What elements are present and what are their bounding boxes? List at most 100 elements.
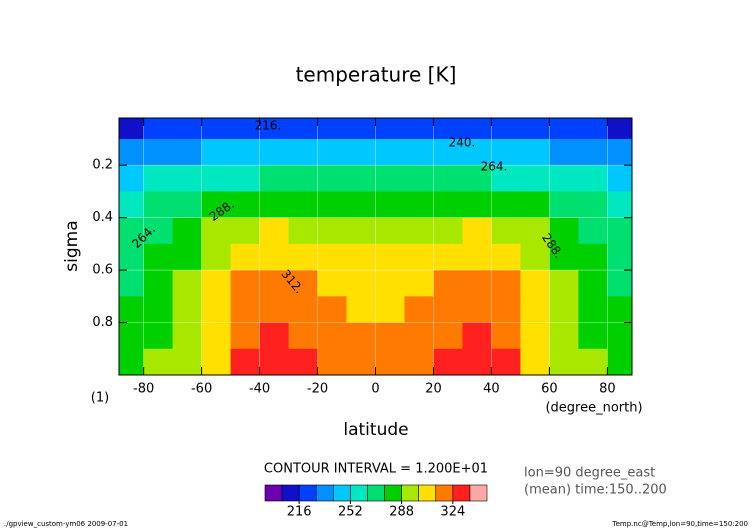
contour-cell bbox=[404, 138, 434, 166]
contour-cell bbox=[520, 138, 550, 166]
footer-right: Temp.nc@Temp,lon=90,time=150:200 bbox=[612, 520, 748, 528]
contour-cell bbox=[346, 296, 376, 324]
contour-cell bbox=[288, 165, 319, 192]
contour-cell bbox=[462, 217, 492, 245]
contour-cell bbox=[288, 270, 319, 297]
contour-cell bbox=[288, 118, 319, 140]
contour-cell bbox=[201, 165, 232, 192]
colorbar-tick-label: 324 bbox=[440, 505, 465, 520]
contour-cell bbox=[259, 191, 290, 219]
contour-cell bbox=[404, 165, 434, 192]
contour-cell bbox=[520, 243, 550, 271]
contour-cell bbox=[462, 165, 492, 192]
contour-cell bbox=[404, 270, 434, 297]
colorbar-box bbox=[333, 484, 351, 502]
contour-cell bbox=[549, 322, 579, 350]
contour-cell bbox=[549, 270, 579, 297]
contour-cell bbox=[607, 138, 633, 166]
contour-cell bbox=[375, 322, 405, 350]
contour-cell bbox=[578, 118, 608, 140]
contour-cell bbox=[462, 138, 492, 166]
contour-cell bbox=[119, 348, 145, 376]
contour-cell bbox=[404, 243, 434, 271]
contour-cell bbox=[549, 191, 579, 219]
contour-cell bbox=[549, 348, 579, 376]
contour-cell bbox=[607, 348, 633, 376]
contour-cell bbox=[404, 348, 434, 376]
contour-cell bbox=[172, 191, 203, 219]
colorbar-box bbox=[401, 484, 419, 502]
y-tick-label: 0.4 bbox=[92, 210, 113, 225]
colorbar-tick-label: 252 bbox=[338, 505, 363, 520]
x-axis-label: latitude bbox=[343, 420, 408, 440]
contour-cell bbox=[143, 165, 174, 192]
contour-cell bbox=[433, 217, 463, 245]
contour-cell bbox=[119, 217, 145, 245]
x-tick-label: 40 bbox=[483, 382, 500, 397]
contour-cell bbox=[317, 348, 348, 376]
contour-cell bbox=[259, 243, 290, 271]
contour-cell bbox=[119, 118, 145, 140]
contour-cell bbox=[201, 322, 232, 350]
contour-cell bbox=[230, 118, 261, 140]
contour-cell bbox=[520, 217, 550, 245]
contour-cell bbox=[317, 270, 348, 297]
contour-cell bbox=[520, 165, 550, 192]
contour-cell bbox=[288, 191, 319, 219]
contour-cell bbox=[375, 191, 405, 219]
contour-cell bbox=[607, 322, 633, 350]
contour-cell bbox=[578, 348, 608, 376]
contour-cell bbox=[433, 348, 463, 376]
contour-cell bbox=[288, 217, 319, 245]
contour-cell bbox=[317, 243, 348, 271]
contour-cell bbox=[346, 118, 376, 140]
x-tick-label: -20 bbox=[307, 382, 328, 397]
contour-cell bbox=[143, 348, 174, 376]
colorbar-box bbox=[367, 484, 385, 502]
colorbar-box bbox=[452, 484, 471, 502]
contour-cell bbox=[288, 296, 319, 324]
contour-cell bbox=[520, 191, 550, 219]
contour-cell bbox=[520, 296, 550, 324]
contour-cell bbox=[317, 165, 348, 192]
contour-cell bbox=[549, 165, 579, 192]
contour-cell bbox=[201, 348, 232, 376]
contour-cell bbox=[462, 118, 492, 140]
colorbar-box bbox=[264, 484, 283, 502]
contour-cell bbox=[143, 296, 174, 324]
footer-left: ./gpview_custom-ym06 2009-07-01 bbox=[4, 520, 128, 528]
contour-cell bbox=[317, 322, 348, 350]
contour-cell bbox=[119, 138, 145, 166]
y-tick-label: 0.2 bbox=[92, 158, 113, 173]
contour-cell bbox=[462, 322, 492, 350]
contour-cell bbox=[143, 270, 174, 297]
colorbar-tick-label: 216 bbox=[287, 505, 312, 520]
contour-cell bbox=[433, 270, 463, 297]
contour-cell bbox=[172, 138, 203, 166]
contour-cell bbox=[433, 243, 463, 271]
contour-cell bbox=[491, 270, 521, 297]
contour-cell bbox=[375, 165, 405, 192]
contour-cell bbox=[491, 296, 521, 324]
contour-cell bbox=[462, 191, 492, 219]
contour-cell bbox=[288, 243, 319, 271]
x-tick-label: 20 bbox=[425, 382, 442, 397]
contour-cell bbox=[259, 138, 290, 166]
colorbar-tick-label: 288 bbox=[389, 505, 414, 520]
contour-cell bbox=[578, 296, 608, 324]
contour-cell bbox=[578, 270, 608, 297]
contour-cell bbox=[520, 322, 550, 350]
contour-cell bbox=[259, 296, 290, 324]
contour-label: 264. bbox=[481, 160, 508, 174]
contour-cell bbox=[549, 138, 579, 166]
contour-cell bbox=[346, 322, 376, 350]
contour-cell bbox=[404, 217, 434, 245]
x-tick-label: 60 bbox=[541, 382, 558, 397]
contour-cell bbox=[172, 322, 203, 350]
contour-cell bbox=[433, 138, 463, 166]
contour-cell bbox=[172, 296, 203, 324]
contour-cell bbox=[288, 322, 319, 350]
contour-cell bbox=[462, 270, 492, 297]
contour-cell bbox=[288, 138, 319, 166]
contour-cell bbox=[143, 322, 174, 350]
